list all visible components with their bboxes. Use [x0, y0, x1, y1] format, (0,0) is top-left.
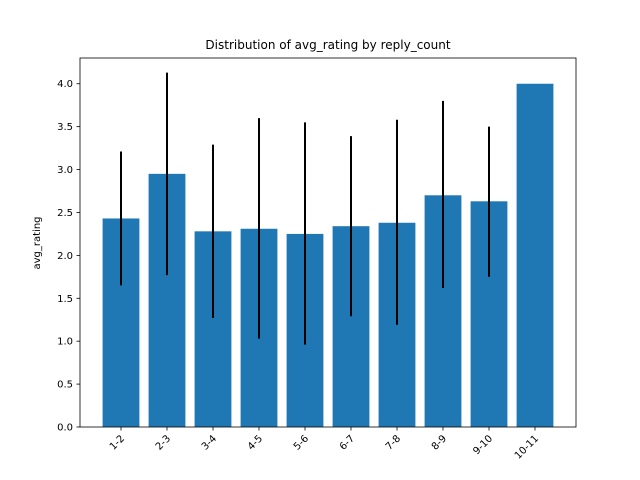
y-tick-label: 0.5 [57, 380, 73, 391]
chart-title: Distribution of avg_rating by reply_coun… [205, 38, 450, 52]
axes-frame [79, 57, 577, 428]
y-tick-label: 1.0 [57, 337, 73, 348]
y-tick-label: 1.5 [57, 294, 73, 305]
y-tick-label: 3.0 [57, 165, 73, 176]
y-axis-label: avg_rating [32, 216, 43, 269]
y-tick-label: 2.5 [57, 208, 73, 219]
y-tick-label: 4.0 [57, 79, 73, 90]
y-tick-label: 0.0 [57, 423, 73, 434]
y-tick-label: 3.5 [57, 122, 73, 133]
y-tick-label: 2.0 [57, 251, 73, 262]
plot-area: 0.00.51.01.52.02.53.03.54.01-2 2-3 3-4 4-5 5… [57, 57, 577, 462]
bar-10-11 [516, 83, 554, 428]
